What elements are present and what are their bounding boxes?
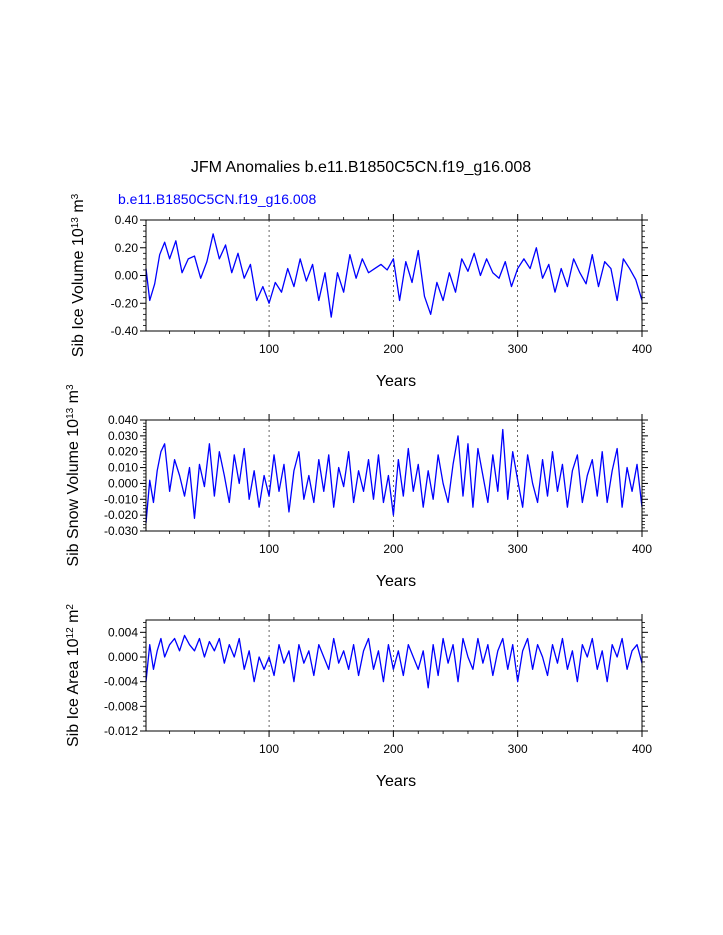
y-tick-label: 0.004 [108,625,138,639]
y-tick-label: 0.020 [108,445,138,459]
y-axis-label-superscript: 12 [65,627,76,639]
y-tick-label: 0.20 [115,241,139,255]
y-tick-label: -0.020 [104,508,138,522]
y-axis-label-text: Sib Ice Area 10 [65,638,82,747]
series-line-sib-snow-volume [145,428,643,524]
x-tick-label: 300 [508,742,528,756]
y-axis-label-superscript: 2 [65,604,76,610]
y-tick-label: -0.40 [111,324,139,338]
x-tick-label: 400 [632,342,652,356]
x-tick-label: 100 [259,542,279,556]
y-axis-label-superscript: 13 [65,407,76,419]
subtitle: b.e11.B1850C5CN.f19_g16.008 [118,191,316,207]
x-tick-label: 400 [632,742,652,756]
plot-frame [145,419,643,532]
y-axis-label-superscript: 3 [70,193,81,199]
x-tick-label: 300 [508,342,528,356]
y-tick-label: -0.012 [104,724,138,738]
y-tick-label: -0.004 [104,675,138,689]
x-tick-label: 200 [383,542,403,556]
x-axis-label: Years [376,573,416,590]
chart-panel-1: -0.40 -0.20 0.00 0.20 0.40 100 200 300 400 Years S… [70,193,653,390]
y-axis-label-superscript: 13 [70,217,81,229]
y-tick-label: 0.000 [108,476,138,490]
y-tick-label: -0.010 [104,492,138,506]
y-axis-label-text: Sib Snow Volume 10 [65,419,82,567]
y-tick-label: 0.030 [108,429,138,443]
y-axis-label: Sib Ice Volume 1013 m3 [70,193,88,357]
y-axis-label-superscript: 3 [65,384,76,390]
y-tick-label: -0.008 [104,699,138,713]
y-axis-label-text: m [70,199,87,217]
x-axis-label: Years [376,773,416,790]
main-title: JFM Anomalies b.e11.B1850C5CN.f19_g16.00… [191,159,531,176]
y-tick-label: 0.40 [115,213,139,227]
y-tick-label: 0.010 [108,461,138,475]
chart-panel-3: -0.012 -0.008 -0.004 0.000 0.004 100 200 300 400… [65,604,653,790]
y-axis-label: Sib Snow Volume 1013 m3 [65,384,83,567]
x-tick-label: 300 [508,542,528,556]
x-tick-label: 100 [259,342,279,356]
y-axis-label-text: m [65,610,82,628]
y-tick-label: 0.000 [108,650,138,664]
panels: -0.40 -0.20 0.00 0.20 0.40 100 200 300 400 Years S… [65,193,653,790]
x-tick-label: 200 [383,342,403,356]
x-axis-label: Years [376,373,416,390]
series-line-sib-ice-volume [145,233,643,318]
y-tick-label: -0.030 [104,524,138,538]
y-tick-label: -0.20 [111,296,139,310]
x-tick-label: 200 [383,742,403,756]
plot-frame [145,619,643,732]
y-axis-label-text: Sib Ice Volume 10 [70,228,87,357]
x-tick-label: 400 [632,542,652,556]
x-tick-label: 100 [259,742,279,756]
y-tick-label: 0.040 [108,413,138,427]
y-axis-label-text: m [65,390,82,408]
series-line-sib-ice-area [145,634,643,689]
y-axis-label: Sib Ice Area 1012 m2 [65,604,83,747]
y-tick-label: 0.00 [115,269,139,283]
